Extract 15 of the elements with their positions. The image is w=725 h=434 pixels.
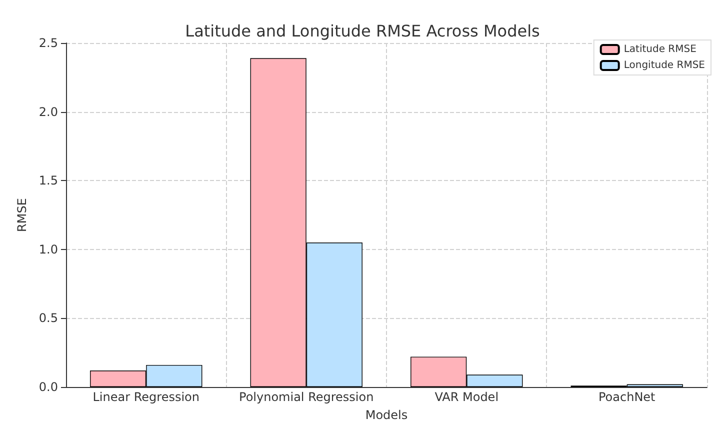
y-tick-label: 1.5: [38, 174, 58, 188]
chart-title: Latitude and Longitude RMSE Across Models: [185, 22, 540, 40]
y-tick-label: 2.5: [38, 36, 58, 50]
y-tick-label: 1.0: [38, 242, 58, 256]
y-axis-title: RMSE: [15, 198, 29, 232]
y-tick-label: 0.5: [38, 311, 58, 326]
legend-label: Latitude RMSE: [624, 44, 696, 55]
x-tick-label: Polynomial Regression: [239, 390, 374, 404]
y-tick-label: 0.0: [38, 380, 58, 394]
x-tick-label: VAR Model: [434, 390, 499, 404]
legend-label: Longitude RMSE: [624, 60, 706, 71]
y-tick-label: 2.0: [38, 104, 58, 119]
x-tick-label: Linear Regression: [92, 390, 200, 404]
x-axis-title: Models: [365, 408, 408, 422]
x-tick-label: PoachNet: [598, 390, 656, 404]
